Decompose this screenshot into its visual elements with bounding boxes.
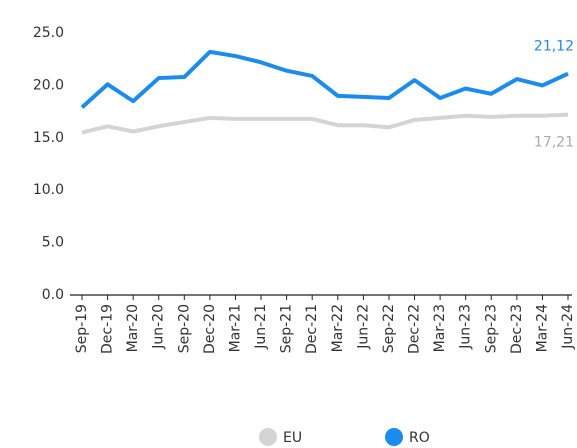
x-tick-label: Sep-20 bbox=[176, 304, 192, 353]
x-tick-label: Dec-19 bbox=[100, 304, 116, 354]
x-tick-label: Jun-24 bbox=[560, 304, 576, 350]
x-tick-label: Jun-20 bbox=[151, 304, 167, 350]
x-tick-label: Mar-21 bbox=[227, 304, 243, 352]
legend-label: EU bbox=[283, 430, 302, 446]
x-tick-label: Dec-23 bbox=[509, 304, 525, 354]
x-tick-label: Sep-19 bbox=[74, 304, 90, 353]
data-label: 21,12 bbox=[534, 39, 574, 55]
y-tick-label: 5.0 bbox=[42, 235, 64, 251]
x-tick-label: Sep-22 bbox=[381, 304, 397, 353]
x-tick-label: Jun-23 bbox=[458, 304, 474, 350]
y-tick-label: 20.0 bbox=[33, 77, 64, 93]
y-tick-label: 25.0 bbox=[33, 25, 64, 41]
x-tick-label: Dec-21 bbox=[304, 304, 320, 354]
legend-swatch bbox=[259, 428, 277, 446]
x-tick-label: Mar-22 bbox=[330, 304, 346, 352]
data-label: 17,21 bbox=[534, 135, 574, 151]
x-tick-label: Sep-21 bbox=[279, 304, 295, 353]
legend-label: RO bbox=[409, 430, 430, 446]
x-tick-label: Mar-24 bbox=[534, 304, 550, 352]
y-tick-label: 15.0 bbox=[33, 130, 64, 146]
y-tick-label: 0.0 bbox=[42, 287, 64, 303]
line bbox=[80, 49, 569, 109]
x-tick-label: Mar-23 bbox=[432, 304, 448, 352]
x-tick-label: Jun-22 bbox=[355, 304, 371, 350]
x-tick-label: Jun-21 bbox=[253, 304, 269, 350]
x-tick-label: Dec-22 bbox=[407, 304, 423, 354]
legend-swatch bbox=[385, 428, 403, 446]
x-tick-label: Sep-23 bbox=[483, 304, 499, 353]
line bbox=[81, 112, 569, 135]
x-tick-label: Dec-20 bbox=[202, 304, 218, 354]
x-tick-label: Mar-20 bbox=[125, 304, 141, 352]
y-tick-label: 10.0 bbox=[33, 182, 64, 198]
